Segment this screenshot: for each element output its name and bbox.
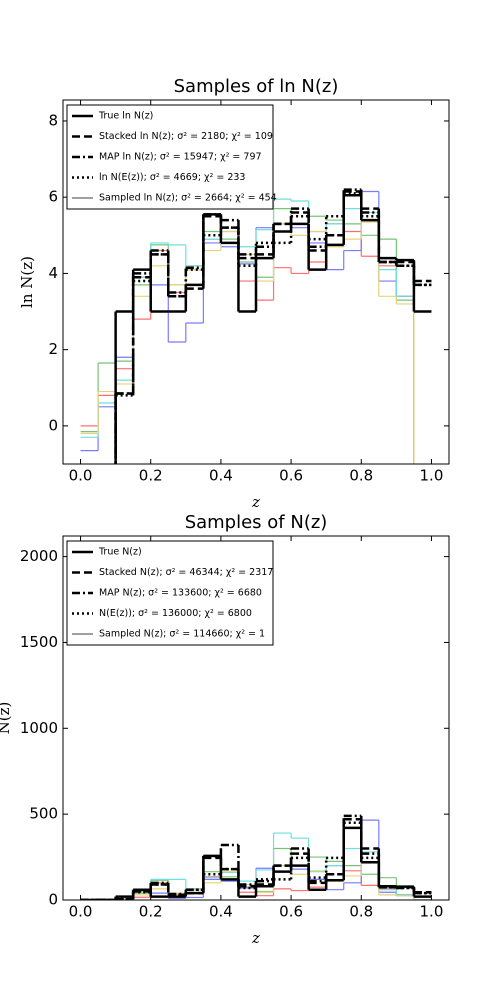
y-tick-label: 2000 xyxy=(20,547,58,565)
x-tick-label: 1.0 xyxy=(420,467,444,485)
y-tick-label: 6 xyxy=(48,188,58,206)
legend-box xyxy=(66,540,274,646)
legend-label: MAP N(z); σ² = 133600; χ² = 6680 xyxy=(99,588,262,599)
x-tick-label: 0.8 xyxy=(349,903,373,921)
legend-label: True ln N(z) xyxy=(98,111,153,122)
y-tick-label: 8 xyxy=(48,111,58,129)
x-tick-label: 0.0 xyxy=(69,903,93,921)
legend-label: Stacked N(z); σ² = 46344; χ² = 2317 xyxy=(99,567,273,578)
y-tick-label: 0 xyxy=(48,416,58,434)
legend-label: Stacked ln N(z); σ² = 2180; χ² = 109 xyxy=(99,131,273,142)
x-tick-label: 0.2 xyxy=(139,903,163,921)
x-tick-label: 0.4 xyxy=(209,467,233,485)
legend-box xyxy=(66,104,274,210)
y-tick-label: 1500 xyxy=(20,633,58,651)
x-tick-label: 0.6 xyxy=(279,467,303,485)
x-tick-label: 0.8 xyxy=(349,467,373,485)
x-axis-label: z xyxy=(251,493,260,511)
legend-label: True N(z) xyxy=(98,547,142,558)
y-tick-label: 1000 xyxy=(20,719,58,737)
y-tick-label: 2 xyxy=(48,340,58,358)
chart-title: Samples of ln N(z) xyxy=(174,76,339,97)
y-axis-label: ln N(z) xyxy=(18,256,36,308)
plot-area xyxy=(80,188,432,464)
plot-frame xyxy=(62,99,450,465)
x-tick-label: 0.4 xyxy=(209,903,233,921)
y-axis-label: N(z) xyxy=(0,702,13,735)
x-tick-label: 0.2 xyxy=(139,467,163,485)
plot-frame xyxy=(62,535,450,901)
legend-label: ln N(E(z)); σ² = 4669; χ² = 233 xyxy=(99,172,245,183)
y-tick-label: 4 xyxy=(48,264,58,282)
x-axis-label: z xyxy=(251,929,260,947)
plot-area xyxy=(80,814,432,900)
x-tick-label: 0.0 xyxy=(69,467,93,485)
x-tick-label: 0.6 xyxy=(279,903,303,921)
chart-title: Samples of N(z) xyxy=(185,512,328,533)
y-tick-label: 500 xyxy=(29,805,58,823)
legend-label: MAP ln N(z); σ² = 15947; χ² = 797 xyxy=(99,152,262,163)
legend-label: Sampled N(z); σ² = 114660; χ² = 1 xyxy=(99,629,265,640)
legend-label: N(E(z)); σ² = 136000; χ² = 6800 xyxy=(99,608,252,619)
x-tick-label: 1.0 xyxy=(420,903,444,921)
y-tick-label: 0 xyxy=(48,891,58,909)
legend-label: Sampled ln N(z); σ² = 2664; χ² = 454 xyxy=(99,193,277,204)
